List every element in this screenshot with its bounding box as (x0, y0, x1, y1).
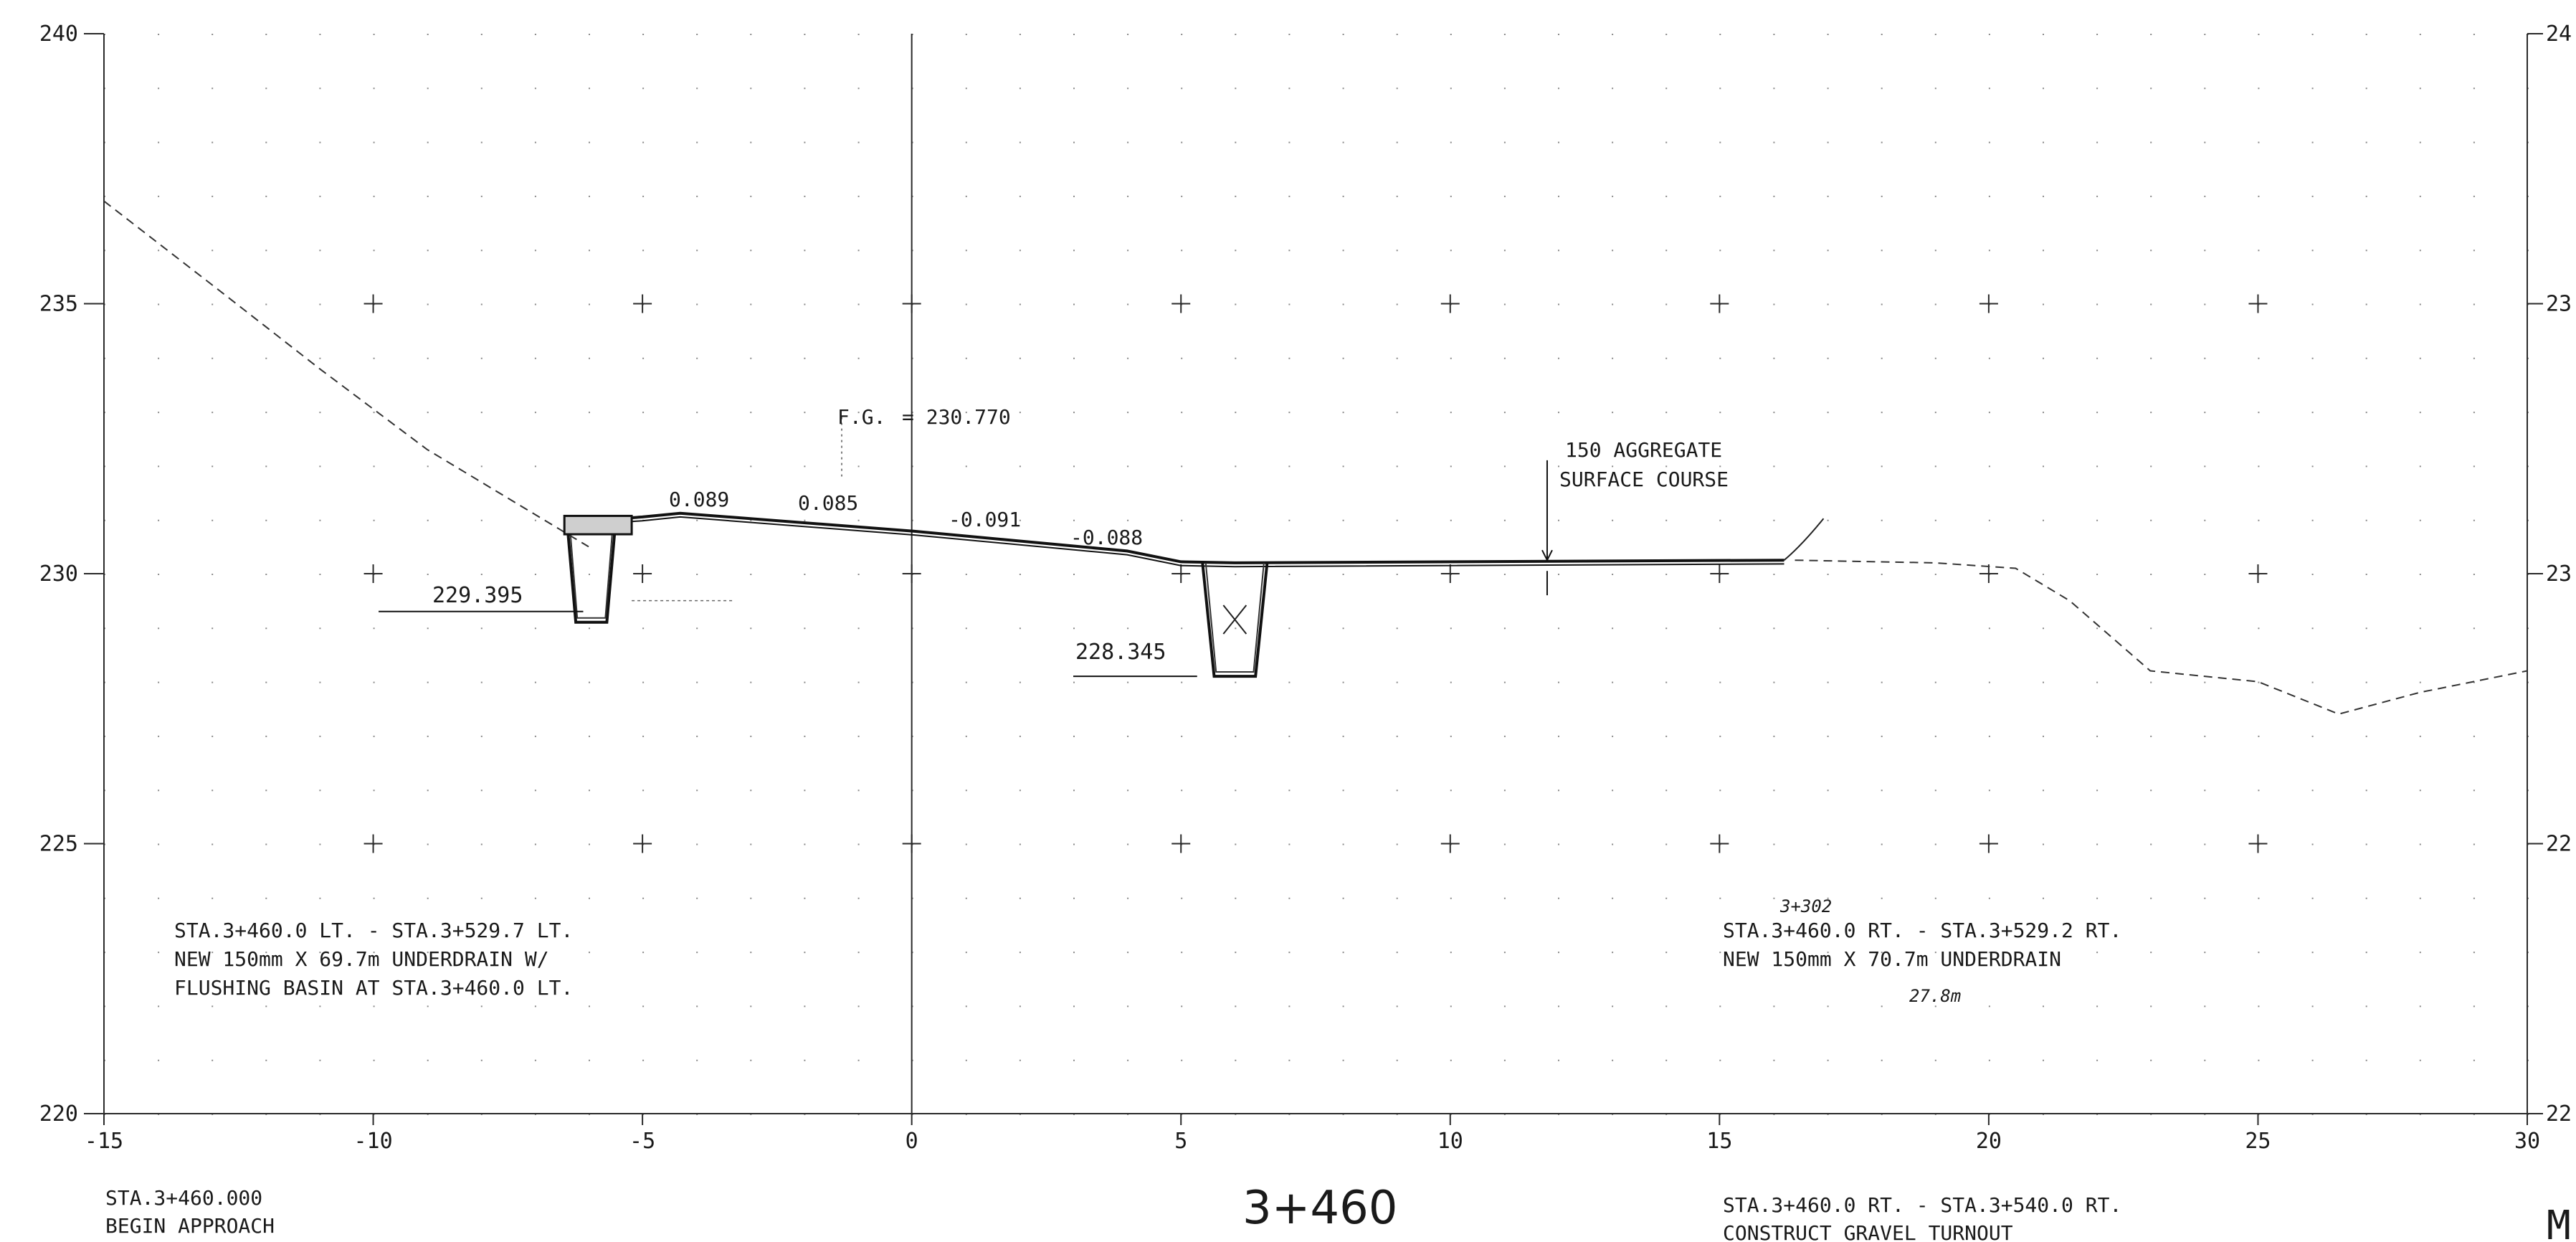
design-profile-bottom (566, 516, 1784, 568)
y-tick-label-right: 22 (2546, 1101, 2572, 1127)
x-tick-label: 10 (1437, 1129, 1463, 1154)
slope-label: -0.091 (949, 508, 1021, 531)
slope-label: -0.088 (1070, 526, 1143, 549)
right-note-line: STA.3+460.0 RT. - STA.3+529.2 RT. (1723, 919, 2121, 942)
station-title: 3+460 (1242, 1182, 1398, 1235)
underdrain-left-inner (569, 522, 614, 619)
bottom-right-note-line: CONSTRUCT GRAVEL TURNOUT (1723, 1221, 2013, 1242)
x-tick-label: 0 (906, 1129, 918, 1154)
grid-cross-mark (363, 834, 383, 853)
flushing-basin-pad (563, 514, 633, 536)
grid-cross-mark (1979, 564, 1998, 583)
left-note-line: NEW 150mm X 69.7m UNDERDRAIN W/ (174, 947, 549, 971)
grid-cross-mark (1710, 834, 1729, 853)
existing-ground-right (1795, 559, 2528, 715)
grid-cross-mark (1979, 834, 1998, 853)
y-tick-label-right: 24 (2546, 22, 2572, 47)
y-axis-left: 240 235 230 225 220 (39, 22, 104, 1127)
x-tick-label: 25 (2245, 1129, 2271, 1154)
grid-cross-mark (633, 834, 652, 853)
right-note-handwritten: 27.8m (1909, 986, 1961, 1006)
x-tick-label: 20 (1976, 1129, 2002, 1154)
corner-letter: M (2547, 1203, 2571, 1242)
grid-dots (104, 34, 2529, 1115)
x-tick-label: 15 (1706, 1129, 1732, 1154)
y-tick-label-right: 23 (2546, 292, 2572, 317)
underdrain-right-inner (1204, 562, 1265, 673)
bottom-left-note-line: BEGIN APPROACH (105, 1214, 275, 1238)
right-note-handwritten: 3+302 (1779, 896, 1832, 916)
design-profile-top (566, 511, 1784, 564)
grid-cross-mark (1979, 294, 1998, 313)
design-profile-group (566, 417, 1825, 596)
aggregate-label-line1: 150 AGGREGATE (1565, 438, 1722, 462)
y-tick-label-left: 220 (39, 1101, 78, 1127)
foreslope-tick (1783, 518, 1825, 561)
x-tick-label: -5 (629, 1129, 655, 1154)
bottom-right-note-line: STA.3+460.0 RT. - STA.3+540.0 RT. (1723, 1193, 2121, 1217)
x-axis: -15 -10 -5 0 5 10 15 20 25 30 (85, 1114, 2540, 1154)
y-tick-label-right: 22 (2546, 832, 2572, 857)
y-tick-label-right: 23 (2546, 561, 2572, 587)
fg-value: = 230.770 (902, 405, 1011, 429)
grid-cross-mark (1440, 564, 1460, 583)
y-tick-label-left: 230 (39, 561, 78, 587)
grid-cross-mark (1171, 564, 1191, 583)
underdrain-right (1201, 562, 1269, 678)
x-tick-label: 30 (2514, 1129, 2540, 1154)
slope-label: 0.089 (669, 488, 729, 511)
grid-cross-mark (1171, 834, 1191, 853)
drain-left-invert-label: 229.395 (432, 583, 523, 608)
grid-cross-mark (1440, 294, 1460, 313)
left-note-line: FLUSHING BASIN AT STA.3+460.0 LT. (174, 976, 573, 1000)
existing-ground-left (103, 200, 589, 548)
drain-cross-mark (1222, 605, 1247, 635)
x-tick-label: -15 (85, 1129, 123, 1154)
grid-cross-mark (1710, 294, 1729, 313)
grid-cross-mark (2248, 294, 2268, 313)
underdrain-left (565, 522, 617, 624)
grid-cross-mark (1710, 564, 1729, 583)
x-tick-label: 5 (1174, 1129, 1187, 1154)
drain-right-invert-label: 228.345 (1075, 640, 1166, 665)
grid-cross-mark (1440, 834, 1460, 853)
minor-grid-dots (104, 34, 2529, 1115)
x-tick-label: -10 (353, 1129, 392, 1154)
y-tick-label-left: 235 (39, 292, 78, 317)
grid-cross-mark (633, 564, 652, 583)
bottom-left-note-line: STA.3+460.000 (105, 1186, 262, 1210)
grid-cross-mark (2248, 834, 2268, 853)
grid-cross-mark (363, 294, 383, 313)
right-note-line: NEW 150mm X 70.7m UNDERDRAIN (1723, 947, 2061, 971)
grid-cross-mark (2248, 564, 2268, 583)
grid-cross-mark (1171, 294, 1191, 313)
slope-label: 0.085 (798, 491, 858, 515)
left-note-line: STA.3+460.0 LT. - STA.3+529.7 LT. (174, 919, 573, 942)
fg-label: F.G. (837, 405, 885, 429)
y-tick-label-left: 240 (39, 22, 78, 47)
y-tick-label-left: 225 (39, 832, 78, 857)
existing-ground-group (103, 200, 2528, 715)
aggregate-label-line2: SURFACE COURSE (1559, 468, 1729, 491)
underdrains-group (379, 514, 1269, 678)
aggregate-leader (1541, 460, 1553, 562)
y-axis-right: 24 23 23 22 22 (2527, 22, 2572, 1127)
grid-cross-mark (633, 294, 652, 313)
grid-cross-mark (363, 564, 383, 583)
grid-crosses (363, 294, 2268, 853)
